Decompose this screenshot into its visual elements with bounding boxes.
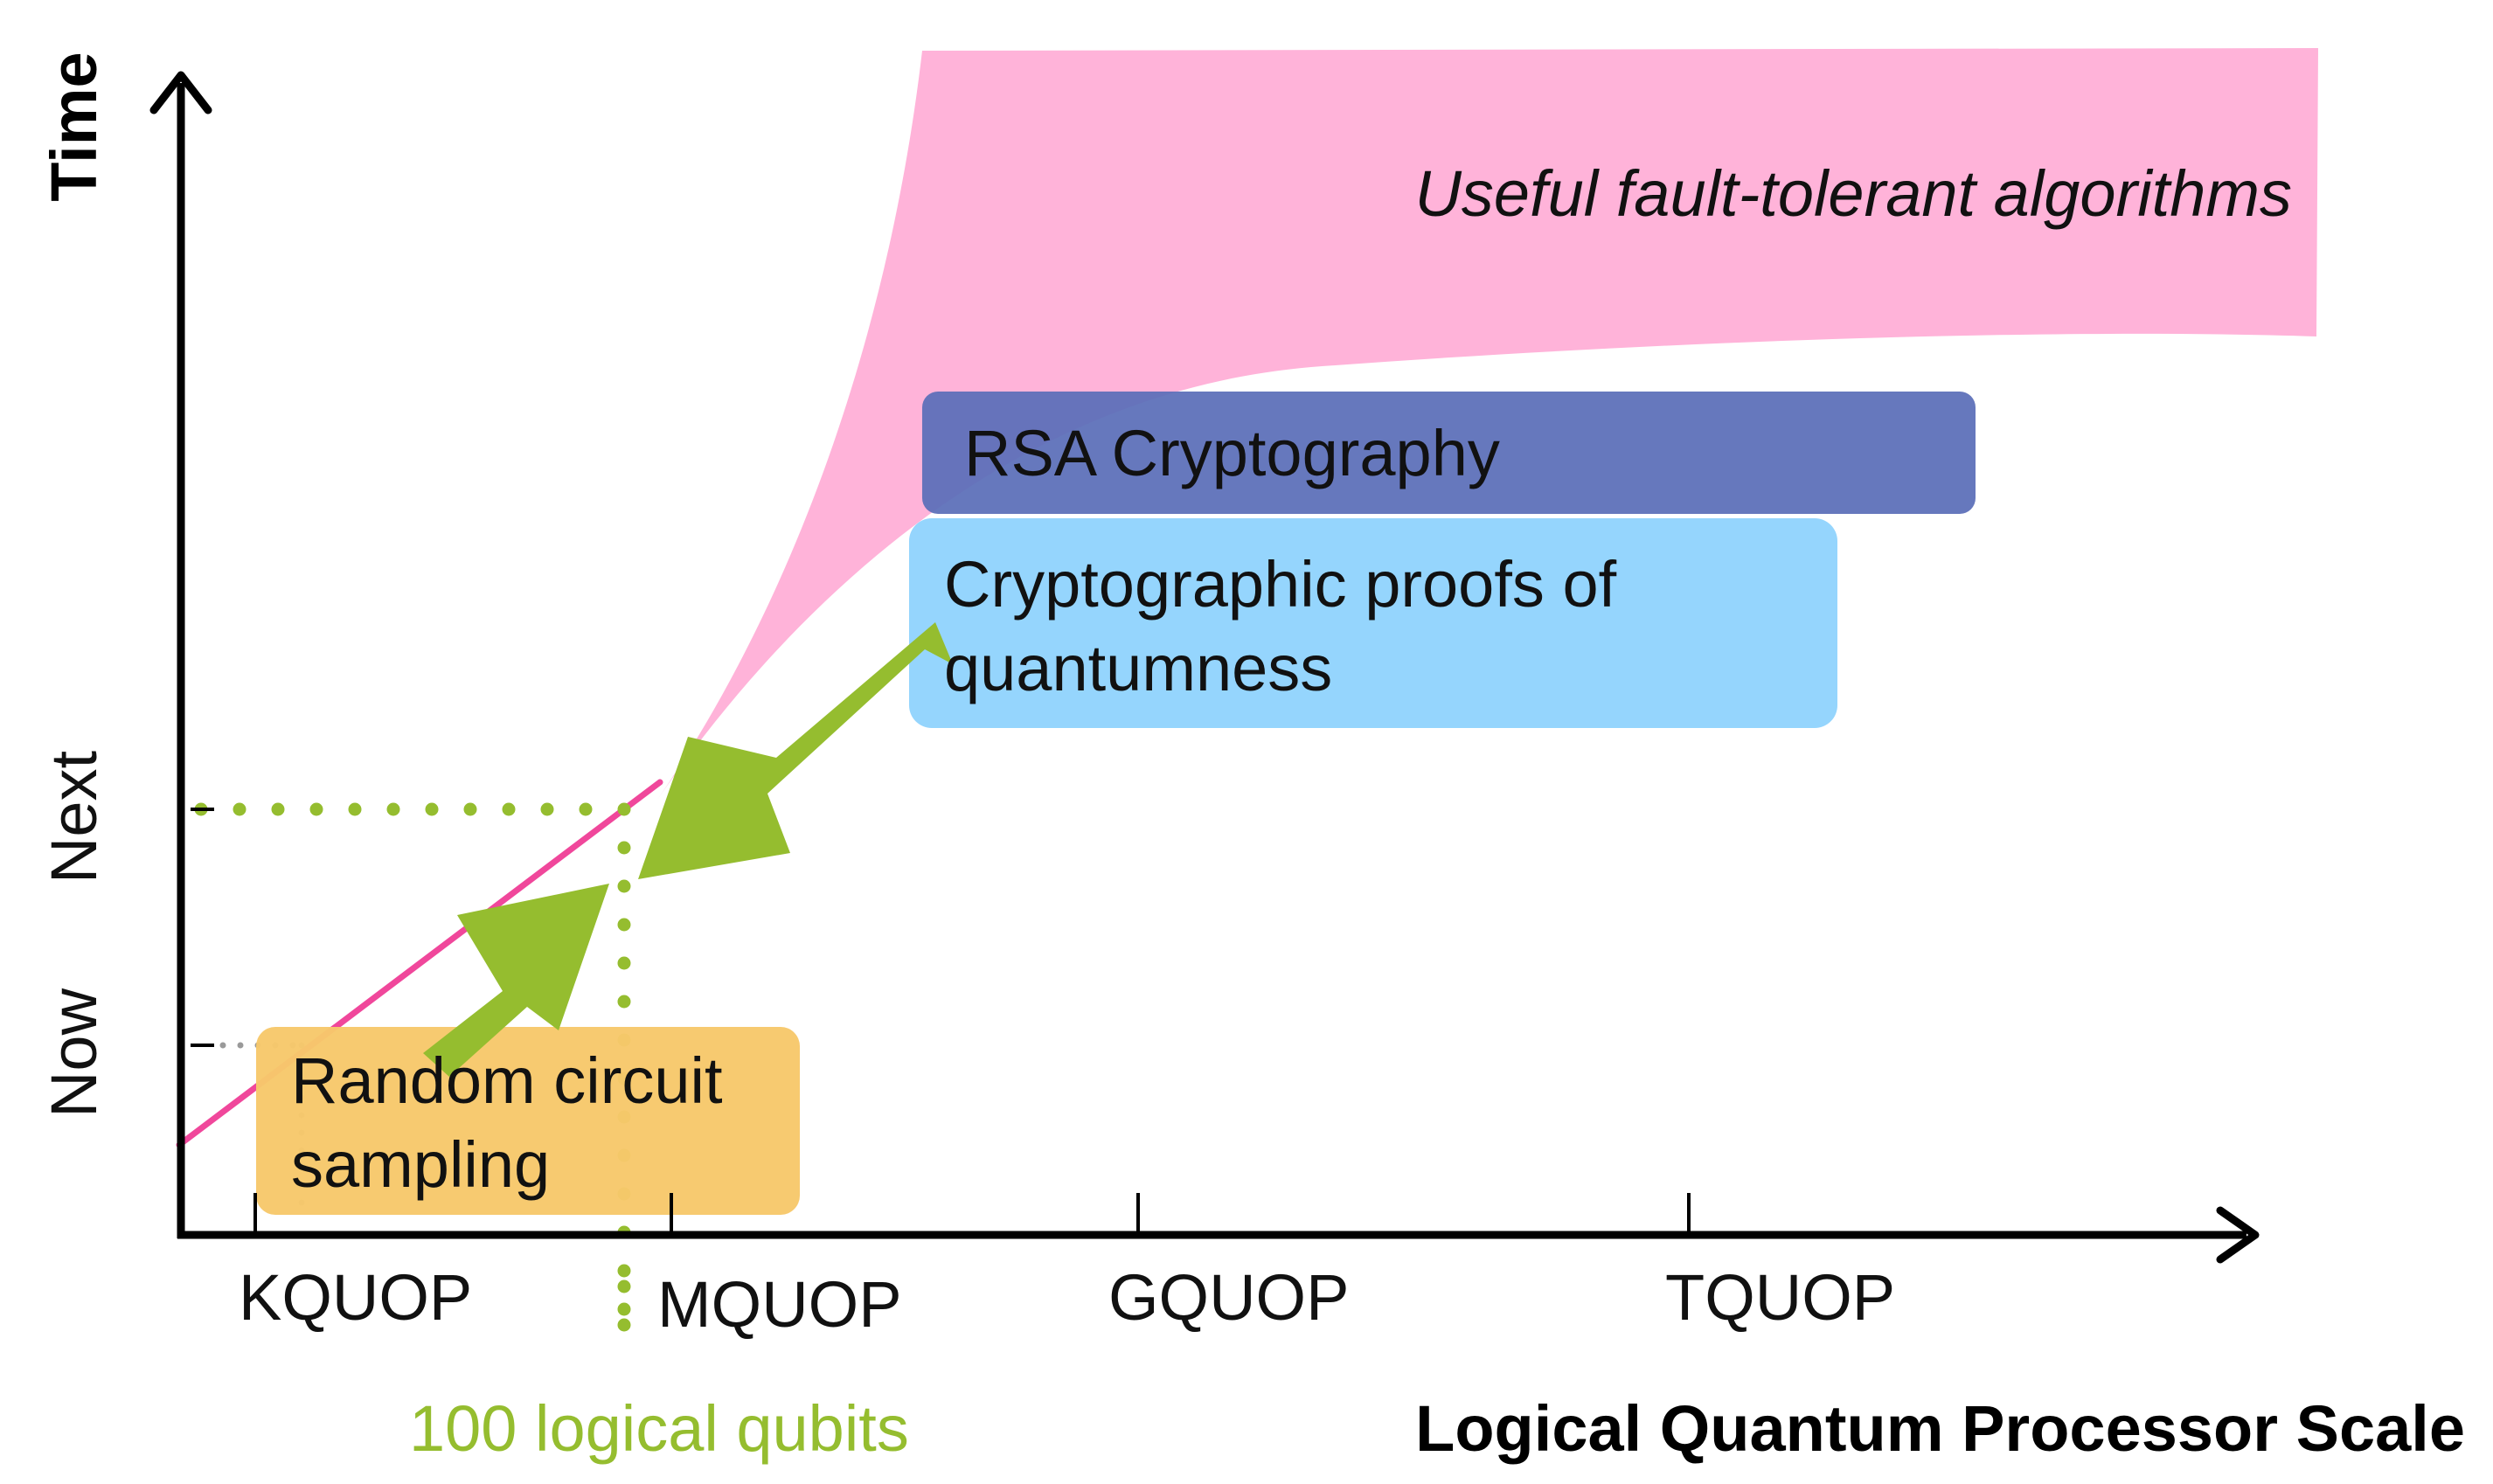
x-axis-arrowhead bbox=[2216, 1206, 2260, 1264]
x-tick-label-kquop: KQUOP bbox=[239, 1261, 472, 1334]
x-tick-label-mquop: MQUOP bbox=[657, 1268, 902, 1341]
y-tick-label-now: Now bbox=[38, 988, 110, 1118]
x-tick-label-gquop: GQUOP bbox=[1108, 1261, 1349, 1334]
rcs-label-line2: sampling bbox=[291, 1128, 550, 1201]
crypto-proofs-label-line2: quantumness bbox=[944, 632, 1332, 704]
x-axis-title: Logical Quantum Processor Scale bbox=[1415, 1392, 2465, 1465]
lower-arrow bbox=[423, 884, 609, 1077]
rcs-box bbox=[256, 1027, 800, 1215]
fault-tolerant-label: Useful fault-tolerant algorithms bbox=[1414, 157, 2292, 230]
y-axis-title: Time bbox=[38, 52, 110, 201]
y-tick-label-next: Next bbox=[38, 750, 110, 884]
x-tick-label-tquop: TQUOP bbox=[1665, 1261, 1895, 1334]
y-axis-arrowhead bbox=[149, 71, 212, 114]
crypto-proofs-label-line1: Cryptographic proofs of bbox=[944, 548, 1617, 621]
rsa-box bbox=[922, 392, 1976, 514]
crypto-proofs-box bbox=[909, 518, 1837, 728]
marker-label: 100 logical qubits bbox=[409, 1392, 909, 1465]
rcs-label-line1: Random circuit bbox=[291, 1044, 723, 1117]
fault-tolerant-region bbox=[657, 48, 2318, 800]
upper-arrow bbox=[638, 622, 953, 879]
rsa-label: RSA Cryptography bbox=[964, 417, 1500, 489]
